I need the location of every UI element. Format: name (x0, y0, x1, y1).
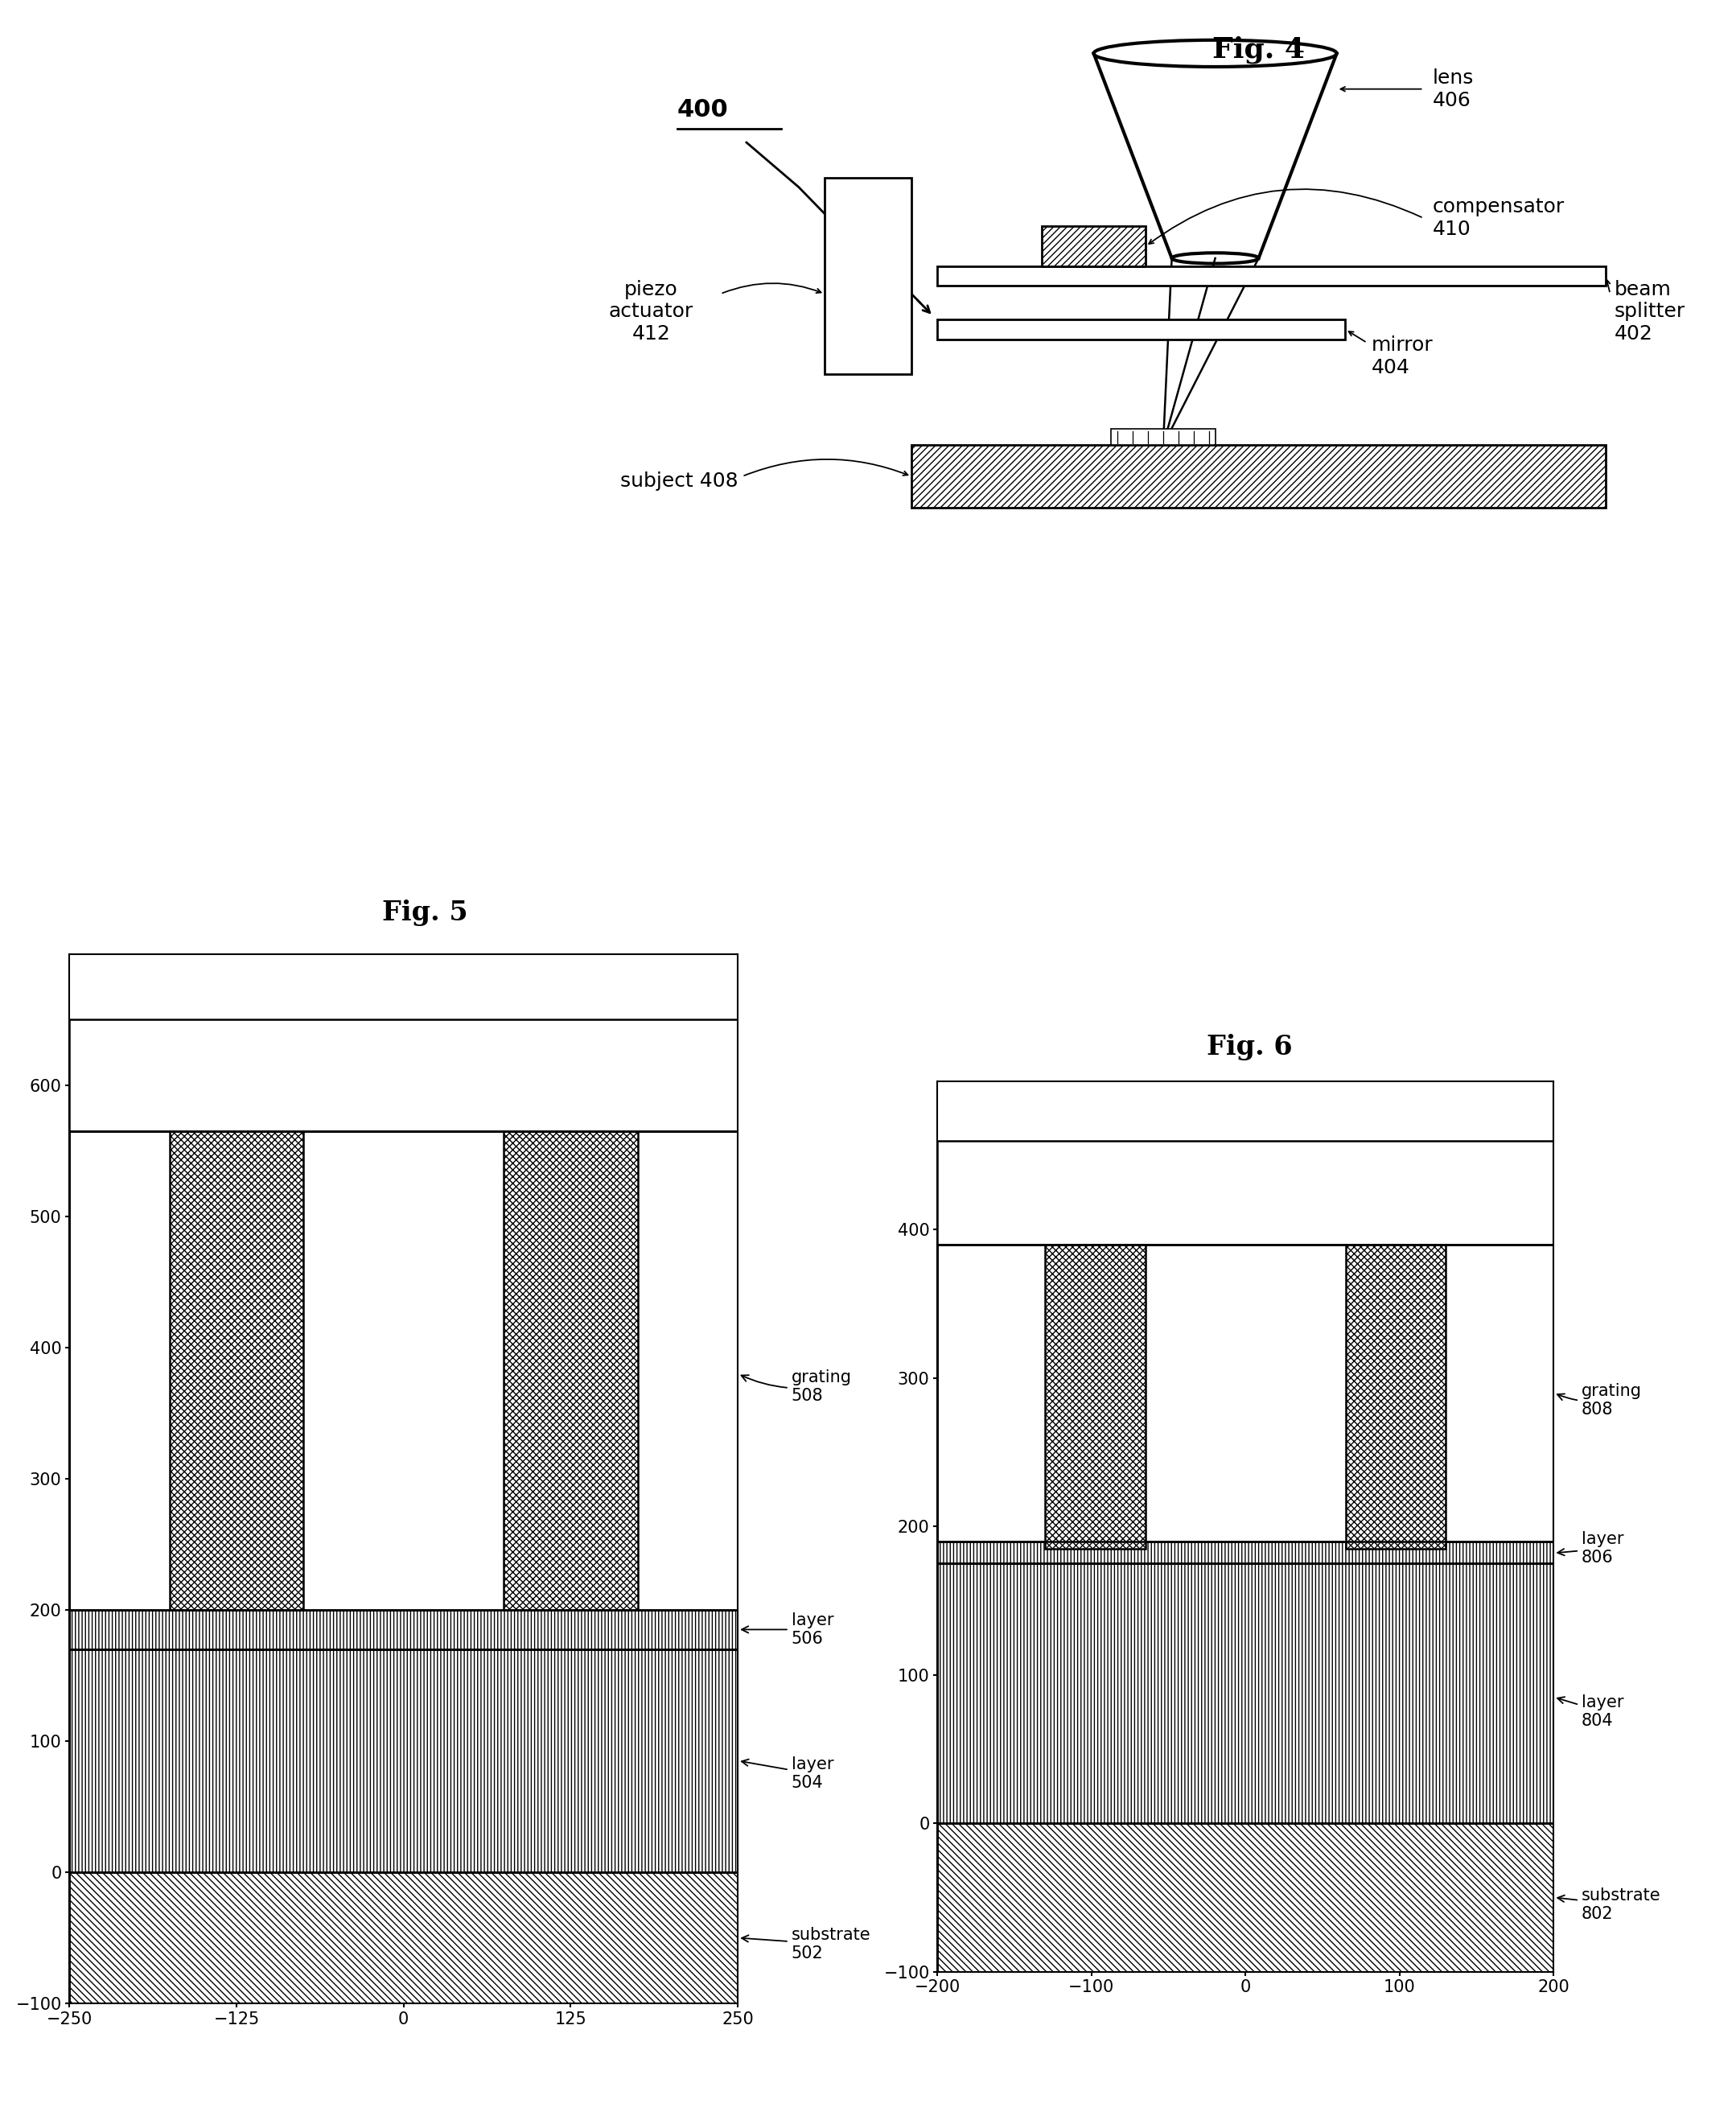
Bar (1345, 1244, 1446, 1548)
Bar (170, 1132, 304, 1609)
Bar (937, 267, 1606, 286)
Bar (69, 1020, 738, 1609)
Text: 400: 400 (677, 98, 729, 121)
Text: grating
508: grating 508 (741, 1370, 852, 1403)
Bar (1042, 227, 1146, 267)
Bar (825, 178, 911, 373)
Text: subject 408: subject 408 (620, 471, 738, 490)
Text: lens
406: lens 406 (1432, 68, 1474, 110)
Bar (937, 1565, 1554, 1823)
Text: mirror
404: mirror 404 (1371, 335, 1434, 377)
Text: substrate
502: substrate 502 (741, 1927, 871, 1961)
Text: grating
808: grating 808 (1557, 1382, 1642, 1418)
Bar (69, 1609, 738, 1649)
Text: layer
506: layer 506 (741, 1611, 833, 1647)
Text: layer
804: layer 804 (1557, 1694, 1623, 1730)
Bar (503, 1132, 637, 1609)
Bar (937, 1823, 1554, 1972)
Text: beam
splitter
402: beam splitter 402 (1614, 280, 1686, 343)
Bar (1045, 1244, 1146, 1548)
Bar (911, 445, 1606, 507)
Text: Fig. 5: Fig. 5 (382, 899, 469, 926)
Bar (911, 445, 1606, 507)
Text: layer
504: layer 504 (741, 1757, 833, 1791)
Bar (937, 1541, 1554, 1565)
Bar (503, 1132, 637, 1609)
Bar (937, 1541, 1554, 1565)
Text: layer
806: layer 806 (1557, 1531, 1623, 1567)
Bar (69, 1872, 738, 2003)
Bar (937, 320, 1345, 339)
Bar (1042, 227, 1146, 267)
Text: compensator
410: compensator 410 (1432, 197, 1564, 240)
Bar (937, 1565, 1554, 1823)
Text: Fig. 6: Fig. 6 (1207, 1032, 1293, 1060)
Bar (1345, 1244, 1446, 1548)
Text: piezo
actuator
412: piezo actuator 412 (609, 280, 693, 343)
Bar (1111, 428, 1215, 445)
Bar (937, 1141, 1554, 1541)
Bar (69, 1872, 738, 2003)
Text: substrate
802: substrate 802 (1557, 1887, 1661, 1923)
Bar (69, 1609, 738, 1649)
Text: Fig. 4: Fig. 4 (1212, 36, 1305, 64)
Bar (937, 1823, 1554, 1972)
Bar (69, 1649, 738, 1872)
Bar (1045, 1244, 1146, 1548)
Bar (69, 1649, 738, 1872)
Bar (170, 1132, 304, 1609)
